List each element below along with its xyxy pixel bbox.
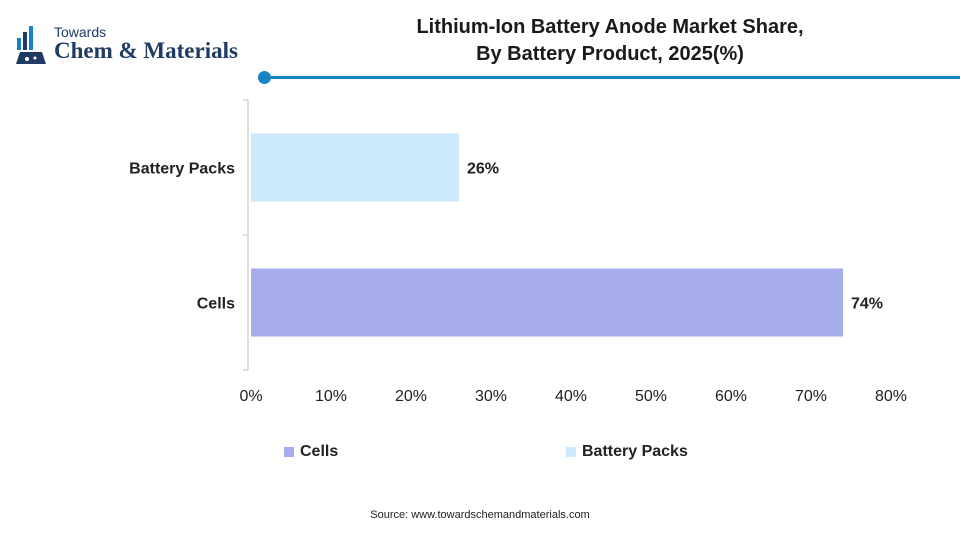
data-label-battery-packs: 26% bbox=[467, 161, 499, 178]
data-label-cells: 74% bbox=[851, 296, 883, 313]
title-divider-dot bbox=[258, 71, 271, 84]
x-tick-label: 50% bbox=[635, 388, 667, 405]
category-label-battery-packs: Battery Packs bbox=[129, 161, 235, 178]
brand-logo: Towards Chem & Materials bbox=[14, 18, 254, 70]
x-tick-label: 60% bbox=[715, 388, 747, 405]
legend-swatch-cells bbox=[284, 447, 294, 457]
legend-label-cells: Cells bbox=[300, 443, 339, 460]
category-label-cells: Cells bbox=[197, 296, 235, 313]
legend-swatch-battery-packs bbox=[566, 447, 576, 457]
bar-chart: Battery Packs 26% Cells 74% 0% 10% 20% 30% 40% 50… bbox=[129, 99, 907, 405]
legend-item-battery-packs: Battery Packs bbox=[566, 443, 688, 461]
logo-text-name: Chem & Materials bbox=[54, 38, 238, 63]
bar-battery-packs bbox=[251, 133, 459, 202]
bar-cells bbox=[251, 268, 843, 337]
x-tick-label: 10% bbox=[315, 388, 347, 405]
logo-text-towards: Towards bbox=[54, 24, 107, 40]
source-note: Source: www.towardschemandmaterials.com bbox=[370, 509, 590, 521]
title-divider bbox=[265, 76, 960, 79]
flask-logo-icon bbox=[16, 26, 46, 64]
x-tick-label: 70% bbox=[795, 388, 827, 405]
chart-title-line2: By Battery Product, 2025(%) bbox=[476, 43, 744, 65]
legend: Cells Battery Packs bbox=[0, 443, 960, 465]
chart-title: Lithium-Ion Battery Anode Market Share, … bbox=[330, 14, 890, 68]
legend-item-cells: Cells bbox=[284, 443, 338, 461]
legend-label-battery-packs: Battery Packs bbox=[582, 443, 688, 460]
x-tick-label: 40% bbox=[555, 388, 587, 405]
x-tick-label: 30% bbox=[475, 388, 507, 405]
x-tick-label: 80% bbox=[875, 388, 907, 405]
x-tick-label: 20% bbox=[395, 388, 427, 405]
chart-title-line1: Lithium-Ion Battery Anode Market Share, bbox=[416, 16, 804, 38]
x-tick-label: 0% bbox=[239, 388, 262, 405]
